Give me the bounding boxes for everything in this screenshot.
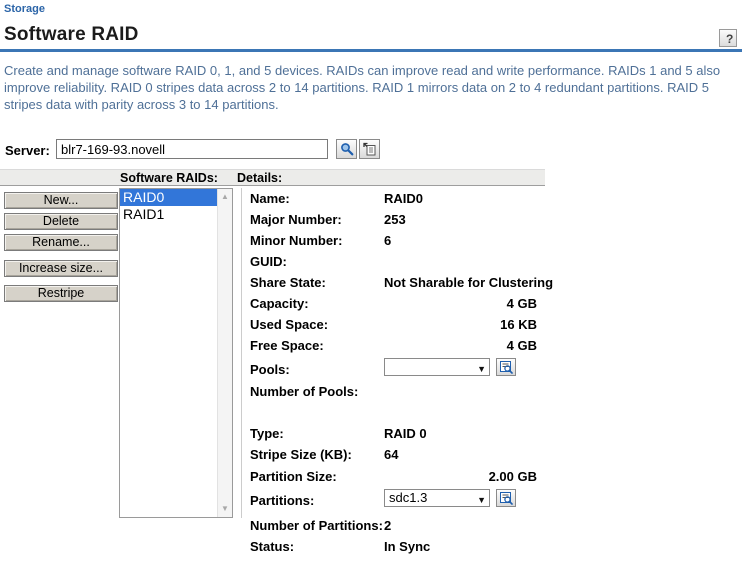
detail-value: Not Sharable for Clustering bbox=[384, 275, 554, 290]
detail-value: 4 GB bbox=[506, 296, 537, 311]
software-raids-listbox: RAID0 RAID1 ▲ ▼ bbox=[119, 188, 233, 518]
detail-label: Used Space: bbox=[250, 317, 329, 332]
detail-label: Name: bbox=[250, 191, 290, 206]
scroll-down-icon[interactable]: ▼ bbox=[221, 504, 229, 513]
title-divider bbox=[0, 49, 742, 52]
detail-value: RAID0 bbox=[384, 191, 424, 206]
pools-select[interactable]: ▼ bbox=[384, 358, 490, 376]
detail-value: 16 KB bbox=[500, 317, 537, 332]
scroll-up-icon[interactable]: ▲ bbox=[221, 192, 229, 201]
detail-row-used-space: Used Space: 16 KB bbox=[250, 317, 540, 333]
detail-label: Stripe Size (KB): bbox=[250, 447, 352, 462]
chevron-down-icon: ▼ bbox=[477, 495, 486, 505]
detail-label: Major Number: bbox=[250, 212, 342, 227]
status-value: In Sync bbox=[384, 539, 431, 554]
detail-row-status: Status: In Sync bbox=[250, 539, 540, 555]
listbox-scrollbar[interactable]: ▲ ▼ bbox=[217, 189, 232, 517]
detail-row-share-state: Share State: Not Sharable for Clustering bbox=[250, 275, 553, 291]
detail-value: 2 bbox=[384, 518, 392, 533]
delete-button[interactable]: Delete bbox=[4, 213, 118, 230]
detail-row-stripe-size: Stripe Size (KB): 64 bbox=[250, 447, 540, 463]
detail-label: Free Space: bbox=[250, 338, 324, 353]
server-label: Server: bbox=[5, 143, 50, 158]
server-object-history-button[interactable] bbox=[359, 139, 380, 159]
detail-row-minor-number: Minor Number: 6 bbox=[250, 233, 540, 249]
detail-value: 4 GB bbox=[506, 338, 537, 353]
object-history-icon bbox=[362, 142, 377, 156]
detail-label: Type: bbox=[250, 426, 284, 441]
new-button[interactable]: New... bbox=[4, 192, 118, 209]
detail-row-partition-size: Partition Size: 2.00 GB bbox=[250, 469, 540, 485]
detail-row-pools: Pools: bbox=[250, 362, 540, 378]
detail-value: 6 bbox=[384, 233, 392, 248]
detail-label: Status: bbox=[250, 539, 295, 554]
software-raids-header: Software RAIDs: bbox=[120, 171, 218, 185]
detail-label: GUID: bbox=[250, 254, 287, 269]
pools-browse-button[interactable] bbox=[496, 358, 516, 376]
detail-label: Number of Pools: bbox=[250, 384, 359, 399]
browse-objects-icon bbox=[499, 360, 513, 374]
rename-button[interactable]: Rename... bbox=[4, 234, 118, 251]
detail-label: Share State: bbox=[250, 275, 326, 290]
detail-value: 253 bbox=[384, 212, 406, 227]
detail-label: Minor Number: bbox=[250, 233, 343, 248]
detail-row-guid: GUID: bbox=[250, 254, 540, 270]
partitions-browse-button[interactable] bbox=[496, 489, 516, 507]
partitions-label: Partitions: bbox=[250, 493, 315, 508]
detail-row-number-of-pools: Number of Pools: bbox=[250, 384, 540, 400]
detail-label: Number of Partitions: bbox=[250, 518, 383, 533]
list-item-raid0[interactable]: RAID0 bbox=[120, 189, 218, 206]
details-header: Details: bbox=[237, 171, 283, 185]
detail-value: 64 bbox=[384, 447, 399, 462]
breadcrumb-storage-link[interactable]: Storage bbox=[4, 3, 45, 15]
increase-size-button[interactable]: Increase size... bbox=[4, 260, 118, 277]
detail-row-major-number: Major Number: 253 bbox=[250, 212, 540, 228]
browse-objects-icon bbox=[499, 491, 513, 505]
detail-value: RAID 0 bbox=[384, 426, 427, 441]
restripe-button[interactable]: Restripe bbox=[4, 285, 118, 302]
help-button[interactable]: ? bbox=[719, 29, 737, 47]
detail-row-type: Type: RAID 0 bbox=[250, 426, 540, 442]
detail-value: 2.00 GB bbox=[488, 469, 537, 484]
page-description: Create and manage software RAID 0, 1, an… bbox=[4, 63, 721, 112]
detail-label: Capacity: bbox=[250, 296, 309, 311]
detail-row-capacity: Capacity: 4 GB bbox=[250, 296, 540, 312]
section-header-bar: Software RAIDs: Details: bbox=[0, 169, 545, 186]
server-search-button[interactable] bbox=[336, 139, 357, 159]
detail-row-number-of-partitions: Number of Partitions: 2 bbox=[250, 518, 540, 534]
magnifier-icon bbox=[340, 142, 354, 156]
partitions-select[interactable]: sdc1.3 ▼ bbox=[384, 489, 490, 507]
partitions-selected-value: sdc1.3 bbox=[389, 490, 428, 505]
server-input[interactable] bbox=[56, 139, 328, 159]
detail-row-partitions: Partitions: bbox=[250, 493, 540, 509]
detail-row-name: Name: RAID0 bbox=[250, 191, 540, 207]
chevron-down-icon: ▼ bbox=[477, 364, 486, 374]
detail-row-free-space: Free Space: 4 GB bbox=[250, 338, 540, 354]
page-title: Software RAID bbox=[4, 24, 139, 45]
list-item-raid1[interactable]: RAID1 bbox=[123, 206, 165, 222]
details-divider bbox=[241, 188, 242, 518]
pools-label: Pools: bbox=[250, 362, 290, 377]
detail-label: Partition Size: bbox=[250, 469, 337, 484]
